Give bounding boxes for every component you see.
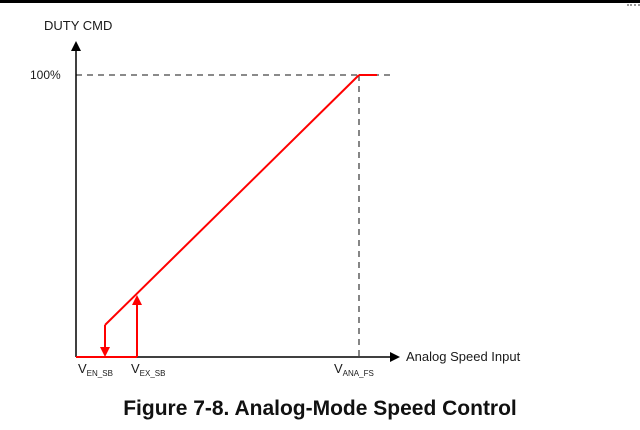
v-en-sb-label: VEN_SB xyxy=(78,361,113,378)
figure-caption: Figure 7-8. Analog-Mode Speed Control xyxy=(123,397,517,420)
x-axis-label: Analog Speed Input xyxy=(406,349,521,364)
corner-mark xyxy=(627,4,640,8)
v-ana-fs-main: V xyxy=(334,361,343,376)
v-ex-sb-main: V xyxy=(131,361,140,376)
top-rule xyxy=(0,0,640,3)
y-tick-label-100: 100% xyxy=(30,68,61,82)
curve-ramp xyxy=(104,74,360,326)
v-en-sb-main: V xyxy=(78,361,87,376)
v-ex-sb-subscript: EX_SB xyxy=(140,369,166,378)
v-ana-fs-label: VANA_FS xyxy=(334,361,374,378)
y-axis-label: DUTY CMD xyxy=(44,18,112,33)
v-en-sb-subscript: EN_SB xyxy=(87,369,113,378)
v-ana-fs-subscript: ANA_FS xyxy=(343,369,374,378)
v-ex-sb-label: VEX_SB xyxy=(131,361,165,378)
